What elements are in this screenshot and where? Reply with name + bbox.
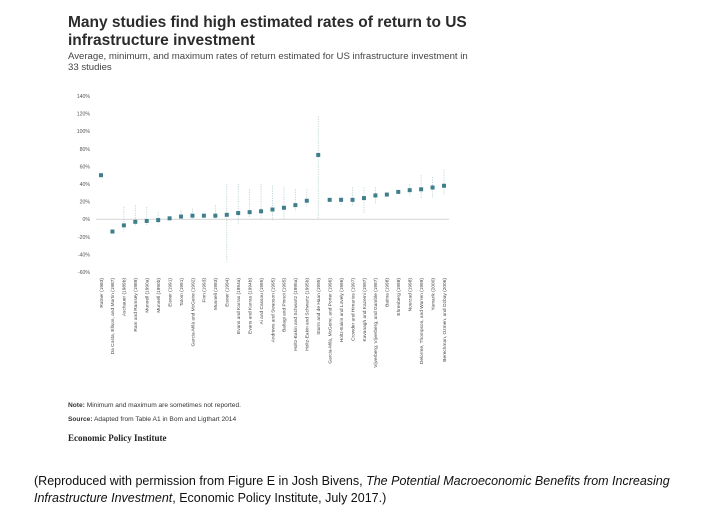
average-marker	[373, 193, 378, 198]
average-marker	[121, 223, 126, 228]
average-marker	[361, 196, 366, 201]
average-marker	[144, 218, 149, 223]
x-tick-label: Evans and Karras (1994a)	[236, 278, 242, 334]
x-tick-label: Sturm and de Haan (1995)	[316, 278, 322, 335]
x-tick-label: Aschauer (1989b)	[122, 278, 128, 317]
y-tick-label: -60%	[78, 270, 90, 276]
average-marker	[179, 214, 184, 219]
chart-note: Note: Minimum and maximum are sometimes …	[68, 402, 241, 409]
x-tick-label: Nourzad (1998)	[408, 278, 414, 312]
average-marker	[247, 210, 252, 215]
average-marker	[224, 212, 229, 217]
average-marker	[384, 192, 389, 197]
y-tick-label: 40%	[80, 182, 91, 188]
x-tick-label: Holtz-Eakin and Schwartz (1995b)	[305, 278, 311, 351]
note-text: Minimum and maximum are sometimes not re…	[86, 402, 241, 409]
x-tick-label: Tatom (1991)	[179, 278, 185, 307]
source-text: Adapted from Table A1 in Bom and Ligthar…	[94, 416, 237, 423]
average-marker	[167, 216, 172, 221]
average-marker	[419, 187, 424, 192]
x-tick-label: Ram and Ramsey (1989)	[133, 278, 139, 332]
average-marker	[339, 197, 344, 202]
average-marker	[110, 229, 115, 234]
x-tick-label: Ai and Cassou (1995)	[259, 278, 265, 325]
chart-title: Many studies find high estimated rates o…	[68, 14, 467, 49]
average-marker	[304, 198, 309, 203]
publisher-logo: Economic Policy Institute	[68, 433, 167, 443]
x-tick-label: Kavanagh and Kazemi (1997)	[362, 278, 368, 342]
average-marker	[396, 189, 401, 194]
average-marker	[316, 152, 321, 157]
y-tick-label: 120%	[77, 112, 91, 118]
average-marker	[407, 188, 412, 193]
x-tick-label: Munnell (1990b)	[156, 278, 162, 313]
x-tick-label: Delorme, Thompson, and Warren (1999)	[419, 278, 425, 365]
x-tick-label: Ehrenberg (1998)	[396, 278, 402, 316]
average-marker	[259, 209, 264, 214]
average-marker	[430, 185, 435, 190]
x-tick-label: Munnell (1990a)	[145, 278, 151, 313]
chart-area: 140% 120% 100% 80% 60% 40% 20% 0% -20% -40% -60% R…	[77, 94, 449, 368]
y-tick-label: 60%	[80, 164, 91, 170]
x-tick-label: Munnell (1993)	[213, 278, 219, 310]
x-tick-label: Crowder and Himarios (1997)	[350, 278, 356, 341]
average-marker	[201, 213, 206, 218]
y-tick-label: -20%	[78, 235, 90, 241]
caption-prefix: (Reproduced with permission from Figure …	[34, 474, 367, 488]
x-tick-label: Vijverberg, Vijverberg, and Gamble (1997…	[373, 278, 379, 368]
x-tick-label: Da Costa, Ellson, and Martin (1987)	[110, 278, 116, 355]
y-tick-label: 20%	[80, 200, 91, 206]
figure-caption: (Reproduced with permission from Figure …	[34, 473, 694, 507]
average-marker	[236, 211, 241, 216]
source-label: Source:	[68, 416, 93, 423]
x-tick-label: Garcia-Milà and McGuire (1992)	[190, 278, 196, 347]
average-markers	[99, 152, 446, 234]
x-tick-label: Garcia-Milà, McGuire, and Porter (1996)	[327, 278, 333, 364]
x-tick-label: Holtz-Eakin and Schwartz (1995a)	[293, 278, 299, 351]
x-tick-label: Yamarik (2000)	[430, 278, 436, 311]
y-tick-label: 0%	[83, 217, 91, 223]
average-marker	[133, 219, 138, 224]
x-tick-label: Eisner (1991)	[167, 278, 173, 307]
x-tick-label: Baltagi and Pinnoi (1995)	[282, 278, 288, 332]
average-marker	[99, 173, 103, 178]
y-tick-label: 100%	[77, 129, 91, 135]
x-tick-label: Finn (1993)	[202, 278, 208, 303]
average-marker	[213, 213, 218, 218]
x-tick-label: Batina (1998)	[385, 278, 391, 307]
note-label: Note:	[68, 402, 85, 409]
average-marker	[190, 213, 195, 218]
x-tick-label: Evans and Karras (1994b)	[247, 278, 253, 334]
range-lines	[123, 116, 445, 262]
caption-report-title: The Potential Macroeconomic Benefits fro…	[34, 474, 670, 505]
chart-subtitle: Average, minimum, and maximum rates of r…	[68, 51, 468, 73]
y-tick-label: 140%	[77, 94, 91, 100]
average-marker	[281, 205, 286, 210]
average-marker	[293, 203, 298, 208]
x-axis-labels: Ratner (1983) Da Costa, Ellson, and Marti…	[99, 278, 448, 368]
average-marker	[270, 207, 275, 212]
x-tick-label: Andrews and Swanson (1995)	[270, 278, 276, 343]
y-axis: 140% 120% 100% 80% 60% 40% 20% 0% -20% -40% -60%	[77, 94, 449, 276]
chart-source: Source: Adapted from Table A1 in Bom and…	[68, 416, 236, 423]
x-tick-label: Holtz-Eakin and Lovely (1996)	[339, 278, 345, 343]
x-tick-label: Eisner (1994)	[225, 278, 231, 307]
average-marker	[327, 197, 332, 202]
average-marker	[350, 197, 355, 202]
x-tick-label: Ratner (1983)	[99, 278, 105, 308]
y-tick-label: -40%	[78, 252, 90, 258]
average-marker	[442, 183, 446, 188]
caption-suffix: , Economic Policy Institute, July 2017.)	[172, 491, 387, 505]
average-marker	[156, 218, 161, 223]
x-tick-label: Berechman, Ozmen, and Ozbay (2006)	[442, 278, 448, 362]
y-tick-label: 80%	[80, 147, 91, 153]
